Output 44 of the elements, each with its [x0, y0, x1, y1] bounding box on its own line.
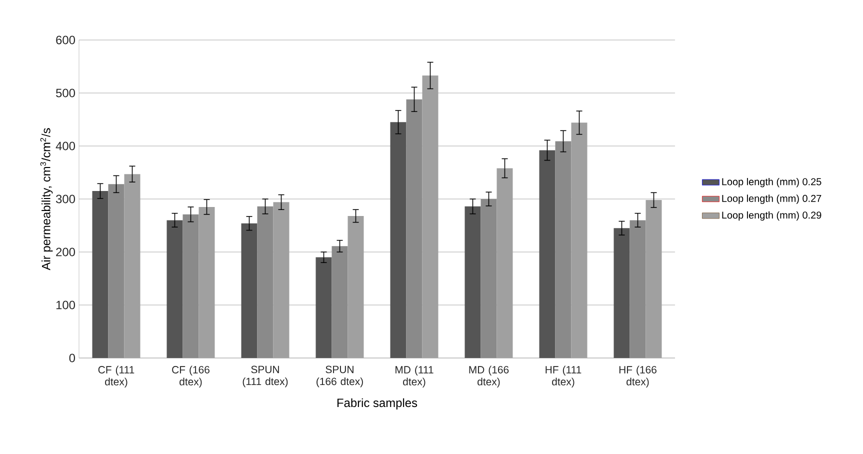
y-tick-label: 300 [56, 194, 76, 204]
y-tick-label: 100 [56, 300, 76, 310]
bar [555, 141, 572, 358]
x-tick-label: CF (111 dtex) [98, 366, 134, 388]
y-tick-label: 500 [56, 88, 76, 98]
y-tick-label: 200 [56, 248, 76, 256]
bar [496, 168, 513, 358]
x-tick-label: SPUN (166 dtex) [316, 366, 363, 388]
bar [422, 76, 438, 358]
x-tick-label: HF (166 dtex) [619, 366, 656, 388]
bar [406, 99, 422, 358]
bar [539, 150, 556, 358]
bar [182, 214, 199, 358]
bar [316, 257, 332, 358]
x-tick-label: HF (111 dtex) [546, 366, 582, 388]
bar [630, 220, 646, 358]
y-tick-label: 0 [69, 354, 76, 362]
bar [257, 206, 274, 358]
legend-label: Loop length (mm) 0.25 [722, 178, 822, 188]
bar [166, 220, 183, 358]
legend-label: Loop length (mm) 0.27 [722, 194, 822, 204]
bar [198, 206, 215, 358]
y-tick-label: 600 [56, 36, 76, 44]
bar [614, 228, 630, 358]
bar [464, 206, 481, 358]
x-axis-title: Fabric samples [337, 398, 418, 410]
y-axis-title: Air permeability, cm$^{3}$/cm$^{2}$/s [40, 128, 53, 270]
bar [124, 174, 140, 358]
bar [92, 191, 108, 358]
bar [571, 122, 588, 358]
y-tick-label: 400 [56, 142, 76, 150]
bar [390, 122, 406, 358]
bar [480, 199, 497, 358]
legend-label: Loop length (mm) 0.29 [722, 211, 822, 221]
bar [273, 202, 290, 358]
bar [108, 184, 124, 358]
bar [348, 216, 364, 358]
x-tick-label: SPUN (111 dtex) [242, 366, 288, 388]
bar [332, 246, 348, 358]
x-tick-label: MD (166 dtex) [469, 366, 509, 388]
x-tick-label: MD (111 dtex) [396, 366, 434, 388]
x-tick-label: CF (166 dtex) [172, 366, 210, 388]
bar [646, 200, 662, 358]
bar [241, 223, 258, 358]
